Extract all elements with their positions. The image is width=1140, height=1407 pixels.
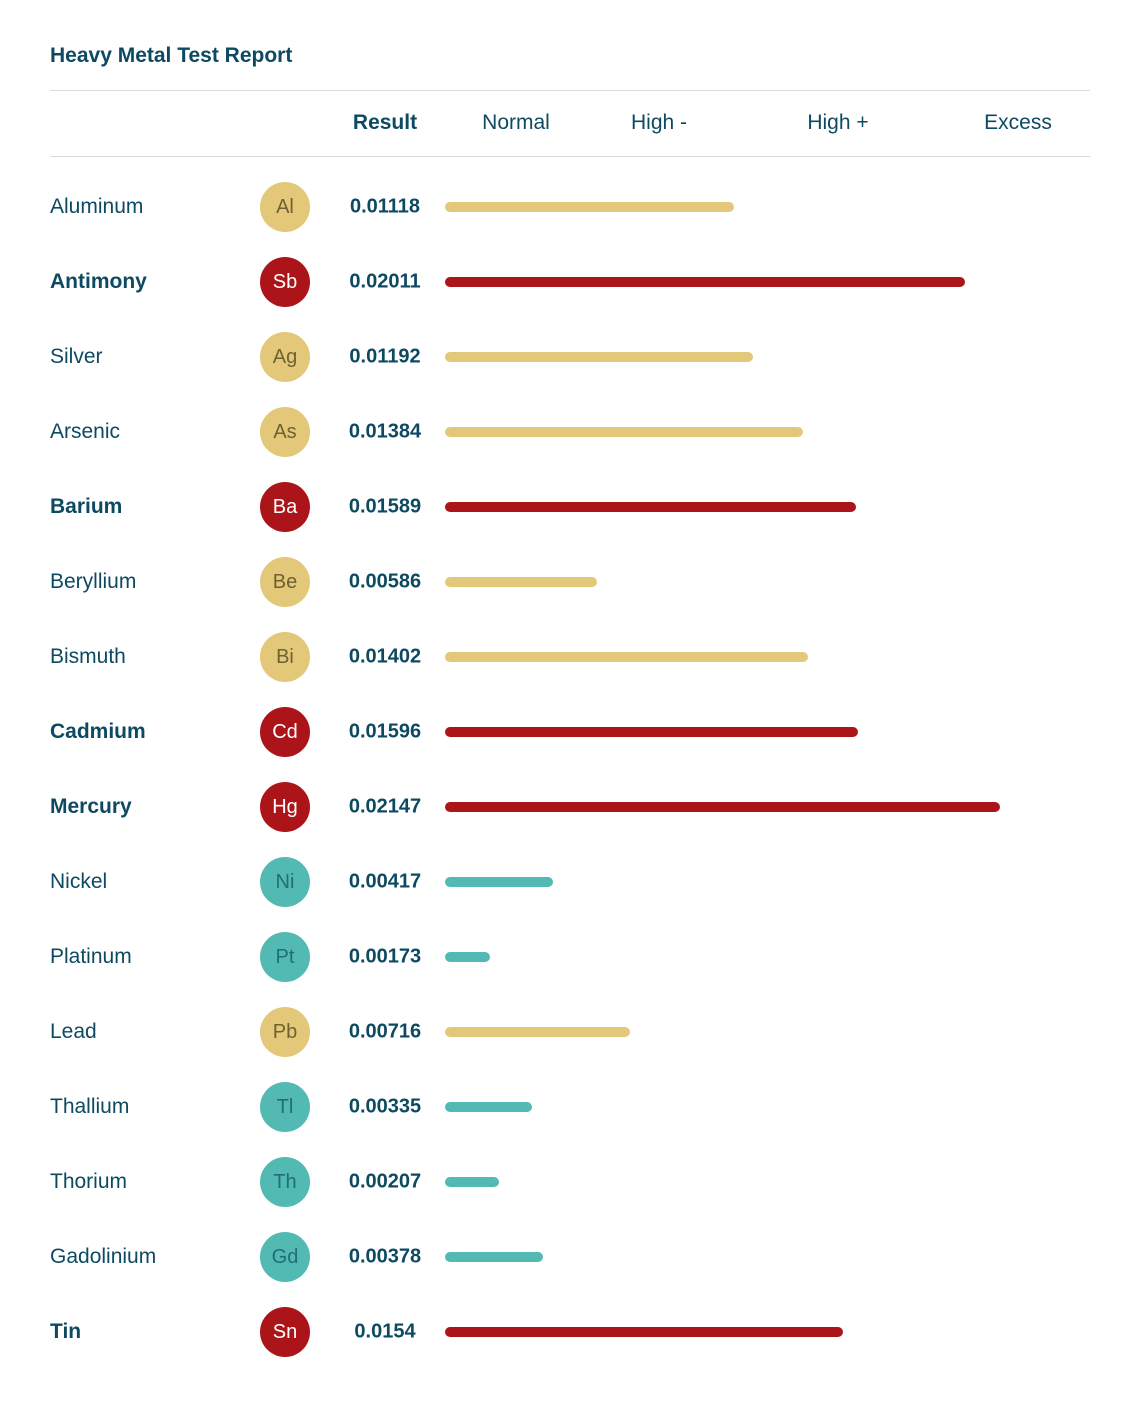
band-label-high-minus: High - [630,111,688,134]
element-symbol-badge: Th [260,1157,310,1207]
element-symbol-badge: Gd [260,1232,310,1282]
metal-name: Lead [50,1020,97,1043]
page-title: Heavy Metal Test Report [50,44,293,67]
metal-name: Cadmium [50,720,146,743]
metal-row-nickel: Nickel Ni 0.00417 [0,852,1140,912]
metal-row-thallium: Thallium Tl 0.00335 [0,1077,1140,1137]
result-value: 0.0154 [354,1320,416,1343]
result-value: 0.02011 [349,270,421,293]
result-bar-nickel [445,877,553,887]
metal-row-arsenic: Arsenic As 0.01384 [0,402,1140,462]
metal-name: Thorium [50,1170,128,1193]
result-value: 0.02147 [348,795,422,818]
metal-row-gadolinium: Gadolinium Gd 0.00378 [0,1227,1140,1287]
metal-row-antimony: Antimony Sb 0.02011 [0,252,1140,312]
element-symbol-badge: Be [260,557,310,607]
result-value: 0.01384 [348,420,422,443]
metal-name: Antimony [50,270,147,293]
element-symbol-badge: Sb [260,257,310,307]
metal-name: Beryllium [50,570,137,593]
result-value: 0.00378 [348,1245,422,1268]
element-symbol-badge: Hg [260,782,310,832]
result-bar-lead [445,1027,630,1037]
metal-name: Nickel [50,870,108,893]
metal-row-thorium: Thorium Th 0.00207 [0,1152,1140,1212]
element-symbol-badge: Bi [260,632,310,682]
element-symbol-badge: Ba [260,482,310,532]
element-symbol-badge: Pb [260,1007,310,1057]
element-symbol-badge: Pt [260,932,310,982]
result-bar-gadolinium [445,1252,543,1262]
metal-row-beryllium: Beryllium Be 0.00586 [0,552,1140,612]
metal-row-mercury: Mercury Hg 0.02147 [0,777,1140,837]
metal-name: Platinum [50,945,132,968]
element-symbol-badge: Cd [260,707,310,757]
element-symbol-badge: Ni [260,857,310,907]
result-bar-platinum [445,952,490,962]
element-symbol-badge: Sn [260,1307,310,1357]
result-bar-thorium [445,1177,499,1187]
metal-row-aluminum: Aluminum Al 0.01118 [0,177,1140,237]
result-bar-silver [445,352,753,362]
element-symbol-badge: Al [260,182,310,232]
metal-name: Barium [50,495,123,518]
result-value: 0.00716 [348,1020,422,1043]
element-symbol-badge: Ag [260,332,310,382]
result-bar-bismuth [445,652,808,662]
band-label-high-plus: High + [807,111,869,134]
result-value: 0.00335 [348,1095,422,1118]
band-label-excess: Excess [984,111,1052,134]
metal-name: Gadolinium [50,1245,157,1268]
metal-row-lead: Lead Pb 0.00716 [0,1002,1140,1062]
metal-row-silver: Silver Ag 0.01192 [0,327,1140,387]
metal-name: Mercury [50,795,132,818]
result-bar-thallium [445,1102,532,1112]
metal-name: Bismuth [50,645,126,668]
result-value: 0.01589 [348,495,422,518]
result-bar-tin [445,1327,843,1337]
result-bar-cadmium [445,727,858,737]
result-bar-mercury [445,802,1000,812]
metal-name: Thallium [50,1095,130,1118]
metal-row-barium: Barium Ba 0.01589 [0,477,1140,537]
result-bar-beryllium [445,577,597,587]
result-value: 0.01192 [349,345,421,368]
result-value: 0.00207 [348,1170,422,1193]
element-symbol-badge: Tl [260,1082,310,1132]
result-bar-barium [445,502,856,512]
result-value: 0.00173 [348,945,422,968]
result-value: 0.00417 [348,870,422,893]
band-label-normal: Normal [482,111,550,134]
metal-name: Tin [50,1320,82,1343]
metal-row-platinum: Platinum Pt 0.00173 [0,927,1140,987]
header-top-divider [50,90,1090,91]
header-bottom-divider [50,156,1090,157]
metal-row-tin: Tin Sn 0.0154 [0,1302,1140,1362]
result-bar-aluminum [445,202,734,212]
result-bar-antimony [445,277,965,287]
result-bar-arsenic [445,427,803,437]
result-value: 0.01118 [349,195,421,218]
metal-row-bismuth: Bismuth Bi 0.01402 [0,627,1140,687]
element-symbol-badge: As [260,407,310,457]
metal-name: Silver [50,345,103,368]
result-value: 0.01402 [348,645,422,668]
metal-row-cadmium: Cadmium Cd 0.01596 [0,702,1140,762]
metal-name: Aluminum [50,195,144,218]
result-value: 0.00586 [348,570,422,593]
metal-name: Arsenic [50,420,121,443]
result-column-header: Result [352,111,418,134]
result-value: 0.01596 [348,720,422,743]
